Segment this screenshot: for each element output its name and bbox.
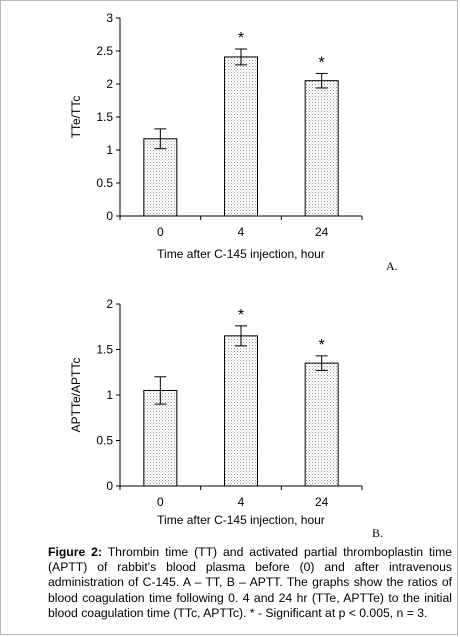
x-axis-title: Time after C-145 injection, hour: [157, 513, 325, 527]
y-tick-label: 3: [106, 11, 113, 25]
bar-0: [143, 389, 178, 487]
y-axis-title: APTTe/APTTc: [69, 358, 83, 433]
panel-label: B.: [372, 526, 383, 540]
x-tick-label-4: 4: [238, 495, 245, 509]
bar-24: [304, 80, 339, 217]
bar-4: [224, 335, 258, 487]
y-tick-label: 1: [106, 143, 113, 157]
y-tick-label: 2: [106, 297, 113, 311]
chart-a-tt-ratio: 0 0.5 1 1.5 2 2.5 3 0 * 4 * 24 Time after C-145 inje…: [69, 11, 398, 273]
bar-4: [224, 56, 258, 217]
y-tick-label: 0: [106, 479, 113, 493]
chart-b-aptt-ratio: 0 0.5 1 1.5 2 0 * 4 * 24 Time after C-145 injectio…: [69, 297, 383, 540]
y-tick-label: 1: [106, 388, 113, 402]
x-tick-label-4: 4: [238, 225, 245, 239]
bar-24: [304, 362, 339, 487]
x-tick-label-0: 0: [157, 495, 164, 509]
y-tick-label: 1.5: [96, 343, 113, 357]
caption-label: Figure 2:: [48, 545, 103, 559]
panel-label: A.: [386, 259, 398, 273]
x-tick-label-24: 24: [315, 225, 329, 239]
significance-marker-24: *: [319, 337, 325, 354]
y-tick-label: 2.5: [96, 44, 113, 58]
y-axis-title: TTe/TTc: [69, 96, 83, 139]
x-axis-title: Time after C-145 injection, hour: [157, 247, 325, 261]
y-tick-label: 1.5: [96, 110, 113, 124]
y-tick-label: 0.5: [96, 176, 113, 190]
bar-0: [143, 138, 178, 217]
figure-caption: Figure 2: Thrombin time (TT) and activat…: [48, 545, 452, 621]
x-tick-label-24: 24: [315, 495, 329, 509]
significance-marker-4: *: [238, 307, 244, 324]
caption-text: Thrombin time (TT) and activated partial…: [48, 545, 453, 620]
significance-marker-24: *: [319, 54, 325, 71]
y-tick-label: 0: [106, 209, 113, 223]
y-tick-label: 2: [106, 77, 113, 91]
significance-marker-4: *: [238, 30, 244, 47]
y-tick-label: 0.5: [96, 434, 113, 448]
x-tick-label-0: 0: [157, 225, 164, 239]
